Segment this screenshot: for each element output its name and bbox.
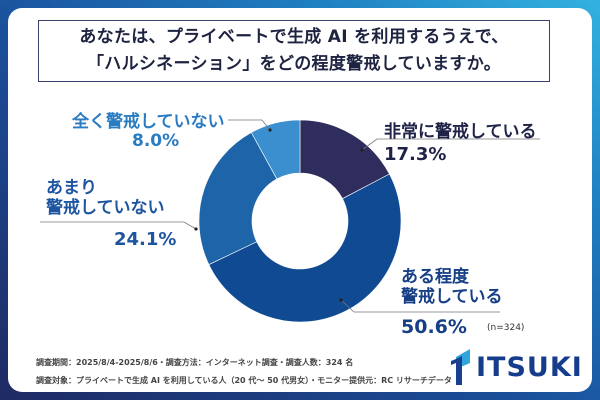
leader-somewhat-cautious xyxy=(340,299,500,313)
itsuki-logo-text: ITSUKI xyxy=(476,352,583,383)
value-not-very-cautious: 24.1% xyxy=(114,229,177,250)
logo-mark-tab xyxy=(451,359,456,365)
leader-not-very-cautious-dot xyxy=(194,227,198,231)
title-line-2: 「ハルシネーション」をどの程度警戒していますか。 xyxy=(86,54,501,74)
card: あなたは、プライベートで生成 AI を利用するうえで、 「ハルシネーション」をど… xyxy=(8,8,592,392)
label-somewhat-cautious: ある程度 警戒している xyxy=(401,267,503,307)
sample-size: (n=324) xyxy=(487,323,525,333)
value-somewhat-cautious: 50.6% xyxy=(401,316,467,338)
label-somewhat-cautious-line1: ある程度 xyxy=(401,267,469,287)
logo-mark-pillar xyxy=(456,356,462,385)
slice-not-very-cautious xyxy=(198,132,278,265)
label-very-cautious: 非常に警戒している xyxy=(384,117,537,142)
leader-somewhat-cautious-dot xyxy=(339,298,343,302)
value-not-cautious: 8.0% xyxy=(132,131,180,151)
label-not-cautious: 全く警戒していない xyxy=(72,107,225,132)
footer-survey-period: 調査期間：2025/8/4-2025/8/6・調査方法：インターネット調査・調査… xyxy=(36,358,354,367)
value-very-cautious: 17.3% xyxy=(384,144,447,165)
label-not-very-cautious: あまり 警戒していない xyxy=(46,178,165,218)
leader-very-cautious xyxy=(361,138,540,151)
label-very-cautious-text: 非常に警戒している xyxy=(384,122,537,142)
leader-not-cautious-dot xyxy=(268,128,272,132)
title-box: あなたは、プライベートで生成 AI を利用するうえで、 「ハルシネーション」をど… xyxy=(38,20,550,82)
slice-somewhat-cautious xyxy=(208,173,402,323)
label-not-very-cautious-line2: 警戒していない xyxy=(46,198,165,218)
itsuki-logo-mark xyxy=(451,349,470,385)
footer-survey-target: 調査対象：プライベートで生成 AI を利用している人（20 代～ 50 代男女）… xyxy=(36,376,452,385)
title-line-1: あなたは、プライベートで生成 AI を利用するうえで、 xyxy=(79,27,509,47)
slice-not-cautious xyxy=(250,119,301,180)
leader-not-very-cautious xyxy=(40,221,197,230)
label-somewhat-cautious-line2: 警戒している xyxy=(401,287,503,307)
label-not-cautious-text: 全く警戒していない xyxy=(72,112,225,132)
label-not-very-cautious-line1: あまり xyxy=(46,178,97,198)
leader-very-cautious-dot xyxy=(360,148,364,152)
leader-not-cautious xyxy=(228,119,271,131)
